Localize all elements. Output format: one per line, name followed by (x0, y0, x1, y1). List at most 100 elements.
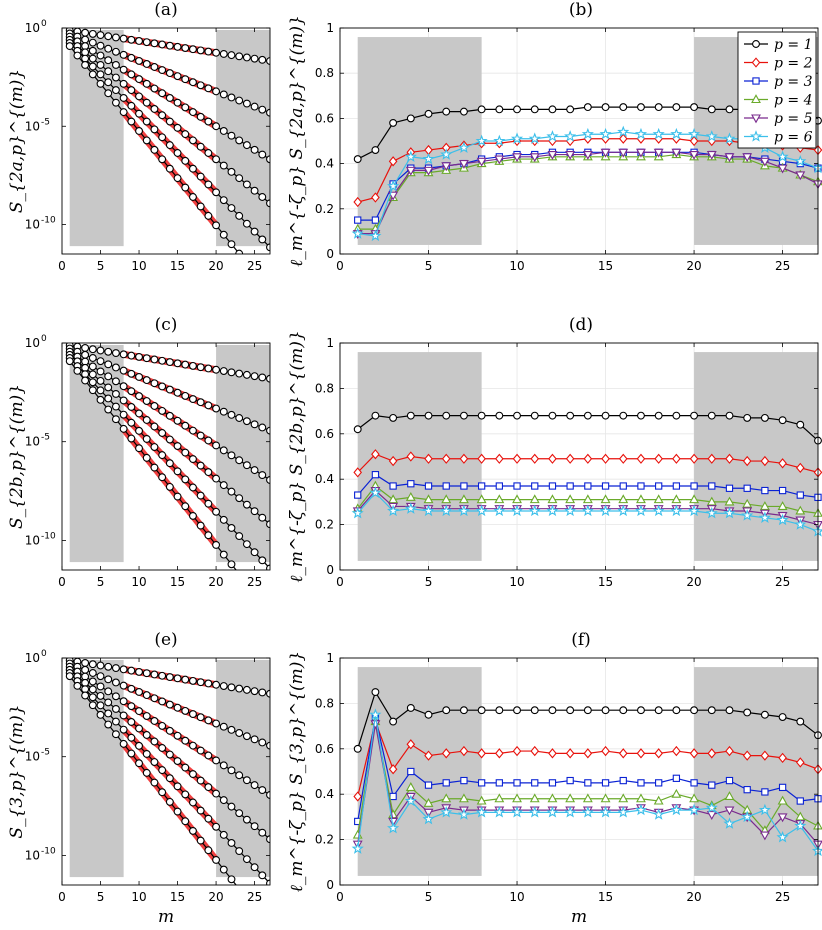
data-point (652, 127, 665, 140)
data-point (135, 724, 143, 733)
data-point (546, 504, 559, 517)
x-tick-label: 5 (97, 259, 105, 273)
y-tick-exponent: 0 (41, 19, 47, 29)
data-point (135, 741, 143, 750)
x-tick-label: 0 (58, 575, 66, 589)
x-tick-label: 15 (170, 259, 185, 273)
data-point (442, 779, 450, 787)
data-point (96, 31, 105, 40)
data-point (104, 394, 113, 403)
data-point (158, 356, 167, 365)
data-point (617, 125, 630, 138)
data-point (258, 688, 267, 697)
data-point (582, 151, 593, 160)
data-point (705, 506, 718, 519)
data-point (219, 161, 228, 170)
data-point (242, 141, 251, 150)
data-point (512, 745, 522, 757)
data-point (353, 744, 362, 753)
data-point (111, 389, 120, 398)
data-point (119, 739, 128, 748)
data-point (119, 725, 128, 734)
data-point (687, 127, 701, 140)
data-point (127, 351, 136, 360)
y-axis-label: ℓ_m^{-ζ_p} S_{2b,p}^{(m)} (287, 330, 307, 582)
legend-marker (752, 40, 760, 48)
data-point (581, 805, 594, 818)
data-point (111, 349, 120, 358)
data-point (634, 127, 648, 140)
data-point (581, 127, 594, 140)
data-point (566, 776, 574, 785)
data-point (212, 474, 221, 483)
data-point (158, 155, 167, 164)
data-point (142, 416, 151, 424)
data-point (548, 482, 557, 490)
data-point (513, 105, 521, 114)
x-tick-label: 20 (208, 890, 223, 904)
data-point (690, 411, 699, 420)
data-point (196, 491, 205, 500)
data-point (219, 367, 228, 375)
data-point (127, 101, 136, 110)
data-point (672, 482, 681, 490)
data-point (672, 411, 681, 420)
data-point (165, 797, 174, 806)
data-point (181, 103, 190, 112)
data-point (135, 92, 143, 101)
data-point (459, 107, 468, 116)
data-point (477, 706, 486, 715)
data-point (424, 750, 433, 761)
data-point (371, 216, 380, 224)
data-point (387, 179, 400, 192)
data-point (88, 378, 97, 387)
data-point (227, 240, 236, 249)
data-point (212, 87, 221, 96)
data-point (565, 793, 576, 803)
data-point (725, 484, 734, 492)
data-point (250, 420, 259, 429)
data-point (150, 463, 159, 472)
data-point (173, 703, 182, 712)
data-point (760, 455, 770, 467)
data-point (564, 504, 577, 517)
data-point (671, 788, 682, 798)
data-point (96, 367, 105, 376)
data-point (495, 748, 504, 759)
data-point (388, 764, 398, 775)
data-point (173, 388, 182, 397)
data-point (687, 803, 701, 816)
data-point (104, 372, 113, 381)
data-point (181, 706, 190, 715)
x-tick-label: 10 (131, 259, 146, 273)
data-point (181, 502, 190, 511)
data-point (173, 416, 182, 425)
data-point (258, 513, 267, 522)
data-point (104, 675, 113, 684)
axes-box (339, 27, 819, 255)
data-point (235, 369, 244, 378)
x-tick-label: 15 (598, 890, 613, 904)
data-point (369, 229, 382, 242)
data-point (687, 504, 701, 517)
data-point (582, 793, 593, 803)
data-point (88, 54, 97, 63)
data-point (96, 41, 105, 50)
data-point (104, 56, 113, 65)
data-point (173, 674, 182, 683)
data-point (617, 504, 630, 517)
data-point (353, 196, 363, 208)
data-point (371, 688, 380, 696)
data-point (601, 706, 610, 715)
data-point (142, 60, 151, 68)
data-point (706, 151, 717, 160)
data-point (724, 496, 735, 506)
data-point (111, 678, 120, 687)
data-point (477, 779, 486, 787)
data-point (219, 481, 228, 490)
data-point (235, 414, 244, 422)
data-point (81, 350, 90, 359)
data-point (423, 797, 434, 807)
data-point (227, 802, 236, 811)
data-point (369, 708, 382, 720)
